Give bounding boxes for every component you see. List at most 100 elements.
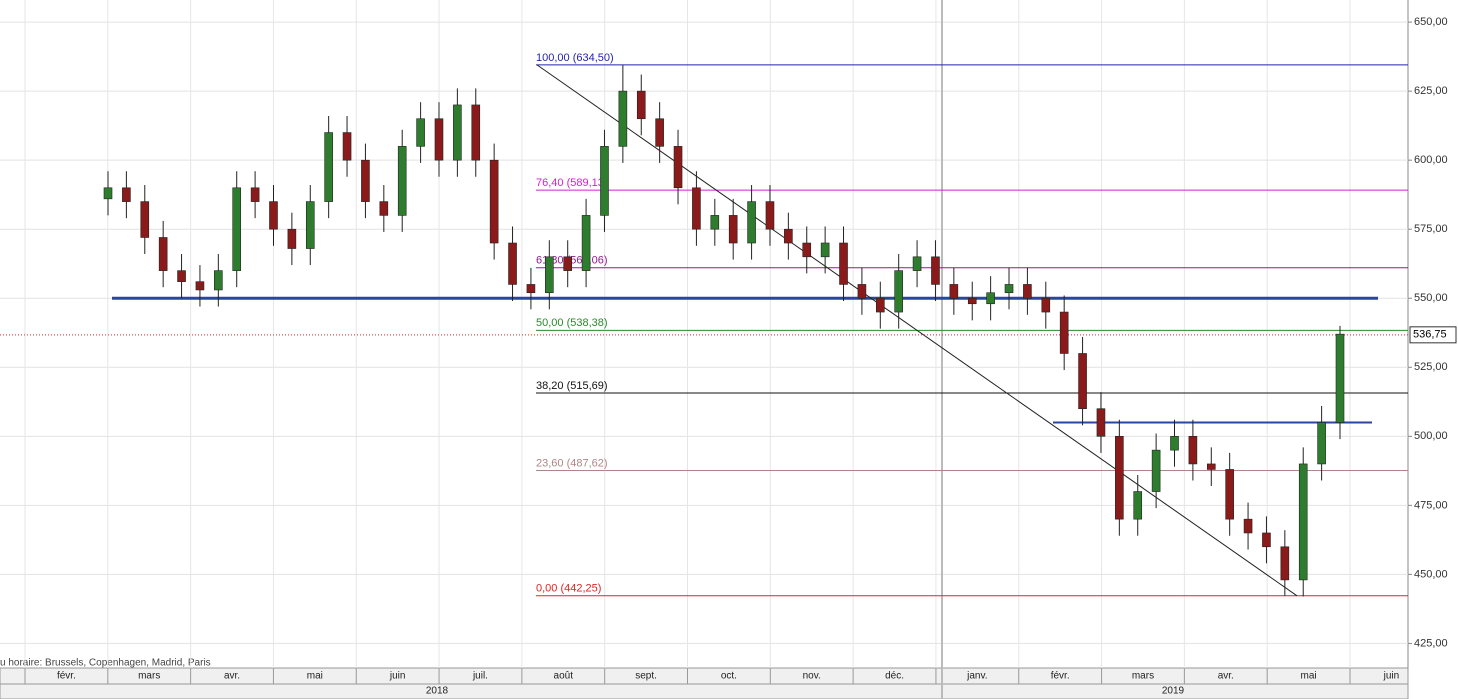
timezone-note: u horaire: Brussels, Copenhagen, Madrid,… (0, 658, 211, 669)
x-tick-label: janv. (966, 671, 987, 682)
candle-body (508, 242, 517, 285)
candle-body (1133, 491, 1143, 520)
x-tick-label: juin (1383, 671, 1400, 682)
y-tick-label: 650,00 (1414, 16, 1448, 28)
candle-body (361, 159, 370, 202)
candle-body (784, 228, 793, 244)
candle-body (949, 284, 959, 299)
y-tick-label: 550,00 (1414, 292, 1448, 304)
candle-body (214, 270, 223, 291)
y-tick-label: 600,00 (1414, 154, 1448, 166)
candle-body (545, 256, 554, 294)
candle-body (195, 281, 205, 291)
candle-body (1023, 284, 1032, 299)
trend-line (536, 64, 1298, 597)
candle-body (158, 237, 168, 271)
candle-body (1151, 449, 1161, 492)
candle-body (673, 146, 683, 189)
x-tick-label: mars (1132, 671, 1154, 682)
candle-body (1059, 311, 1069, 354)
candle-body (581, 215, 591, 271)
x-tick-label: nov. (803, 671, 821, 682)
x-tick-label: févr. (57, 671, 76, 682)
last-price-box (1409, 326, 1457, 344)
candle-body (986, 292, 995, 305)
candle-body (747, 201, 756, 244)
x-tick-label: févr. (1051, 671, 1070, 682)
fib-label: 50,00 (538,38) (536, 317, 608, 329)
candle-body (692, 187, 701, 230)
candle-body (912, 256, 922, 271)
y-tick-label: 525,00 (1414, 361, 1448, 373)
candle-body (526, 284, 536, 294)
candle-body (232, 187, 242, 271)
candle-body (820, 242, 830, 258)
x-tick-label: mai (307, 671, 323, 682)
candle-body (1262, 532, 1271, 548)
x-tick-label: mai (1301, 671, 1317, 682)
x-tick-label: avr. (224, 671, 240, 682)
candle-body (250, 187, 260, 202)
candle-body (287, 228, 297, 249)
candle-body (1078, 353, 1087, 410)
candle-body (1115, 436, 1124, 520)
candle-body (1096, 408, 1106, 437)
x-tick-label: oct. (721, 671, 737, 682)
fib-label: 23,60 (487,62) (536, 457, 608, 469)
candle-body (103, 187, 113, 200)
candle-body (894, 270, 903, 313)
candle-body (453, 104, 462, 161)
candle-body (140, 201, 150, 238)
fib-label: 100,00 (634,50) (536, 52, 614, 64)
x-tick-label: août (554, 671, 574, 682)
candle-body (324, 132, 333, 202)
candle-body (1225, 469, 1234, 520)
y-tick-label: 425,00 (1414, 637, 1448, 649)
candle-body (765, 201, 775, 230)
candle-body (967, 297, 977, 305)
candle-body (305, 201, 315, 249)
candle-body (1298, 463, 1308, 581)
last-price-label: 536,75 (1413, 329, 1447, 341)
candle-body (1280, 546, 1290, 581)
x-tick-label: déc. (885, 671, 904, 682)
candle-body (857, 284, 867, 299)
candle-body (177, 270, 186, 282)
candle-body (397, 146, 407, 216)
candle-body (875, 297, 885, 313)
candle-body (416, 118, 425, 147)
candle-body (1335, 333, 1345, 423)
fib-label: 76,40 (589,13) (536, 177, 608, 189)
y-tick-label: 575,00 (1414, 223, 1448, 235)
candle-body (563, 256, 573, 271)
candle-body (1041, 297, 1051, 313)
candle-body (122, 187, 131, 202)
candle-body (1188, 436, 1198, 465)
candle-body (434, 118, 444, 161)
candle-body (931, 256, 940, 285)
candle-body (1004, 284, 1014, 294)
candle-body (710, 215, 720, 230)
candle-body (618, 90, 628, 147)
x-tick-label: mars (138, 671, 160, 682)
y-tick-label: 500,00 (1414, 430, 1448, 442)
candle-body (1317, 422, 1326, 465)
candle-body (489, 159, 499, 244)
y-tick-label: 625,00 (1414, 85, 1448, 97)
candle-body (1243, 518, 1253, 534)
candle-body (471, 104, 481, 161)
candle-body (636, 90, 646, 120)
candle-body (269, 201, 278, 230)
candle-body (1170, 436, 1179, 451)
y-tick-label: 475,00 (1414, 499, 1448, 511)
candle-body (839, 242, 848, 285)
candle-body (342, 132, 352, 161)
y-tick-label: 450,00 (1414, 568, 1448, 580)
year-label: 2019 (1162, 686, 1185, 697)
fib-label: 0,00 (442,25) (536, 583, 601, 595)
x-tick-label: avr. (1218, 671, 1234, 682)
candle-body (728, 215, 738, 244)
candle-body (655, 118, 664, 147)
